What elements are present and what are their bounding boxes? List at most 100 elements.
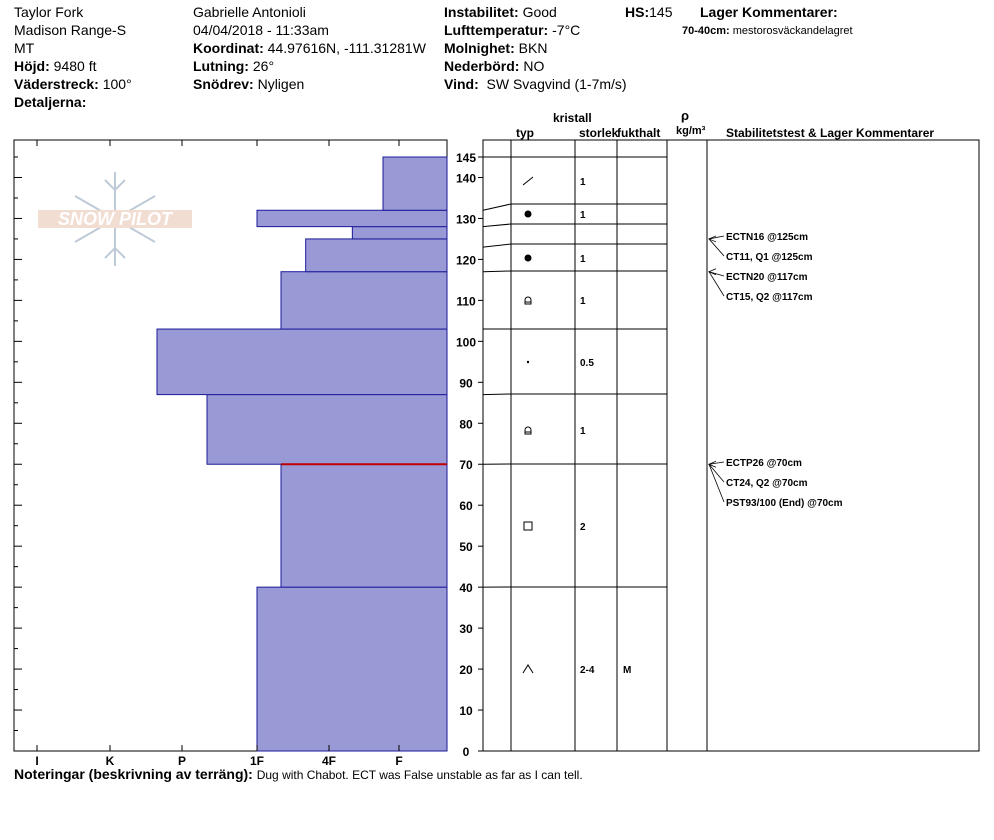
aspect: Väderstreck: 100° [14,75,132,93]
depth-tick-label: 90 [459,376,473,390]
melt-freeze-icon [524,210,532,218]
col-type: typ [516,126,534,140]
layer-comment-depth: 70-40cm: [682,25,730,37]
test-arrow [708,271,725,297]
col-crystal: kristall [553,111,592,125]
location: Taylor Fork [14,4,84,20]
stability-test-label: ECTP26 @70cm [726,458,802,469]
stability: Instabilitet: Good [444,3,627,21]
stability-test-label: PST93/100 (End) @70cm [726,498,843,509]
depth-tick-label: 20 [459,663,473,677]
col-density: kg/m³ [676,125,706,137]
sky-label: Molnighet: [444,40,515,56]
col-size: storlek [579,126,619,140]
air-temp: Lufttemperatur: -7°C [444,21,627,39]
depth-tick-label: 30 [459,622,473,636]
datetime: 04/04/2018 - 11:33am [193,22,329,38]
layer-connector [482,393,512,396]
stability-tests: ECTN16 @125cm CT11, Q1 @125cm ECTN20 @117c… [707,232,843,509]
test-arrow [708,461,725,465]
left-ticks [14,156,22,752]
slope: Lutning: 26° [193,57,426,75]
header-left: Taylor Fork Madison Range-S MT Höjd: 948… [14,3,132,111]
depth-tick-label: 0 [463,745,470,759]
logo-band [38,210,192,228]
hardness-bar [256,209,448,228]
elevation-value: 9480 ft [53,58,97,74]
hardness-bar [305,238,448,273]
test-arrow [708,238,725,257]
arrow-head-icon [707,268,717,276]
details-label: Detaljerna: [14,94,87,110]
depth-hoar-icon [522,664,534,674]
col-moisture: fukthalt [617,126,660,140]
hs: HS:145 [625,3,672,21]
depth-tick-label: 100 [456,335,476,349]
layer-comment: 70-40cm: mestorosväckandelagret [682,22,853,40]
hardness-axis: I K P 1F 4F F [35,140,403,768]
header-middle: Gabrielle Antonioli 04/04/2018 - 11:33am… [193,3,426,93]
aspect-value: 100° [102,76,132,92]
stability-label: Instabilitet: [444,4,519,20]
depth-tick-label: 145 [456,151,476,165]
hardness-tick-label: F [395,754,402,768]
slope-value: 26° [252,58,275,74]
wind-loading-value: Nyligen [257,76,305,92]
hardness-tick-label: K [106,754,115,768]
sky: Molnighet: BKN [444,39,627,57]
layer-comment-text: mestorosväckandelagret [732,25,853,37]
stability-test-label: CT15, Q2 @117cm [726,292,813,303]
decomposing-icon [522,176,534,186]
coord-label: Koordinat: [193,40,264,56]
snowpilot-logo: SNOW PILOT [38,172,192,266]
crystal-moisture: M [623,665,631,676]
depth-tick-label: 40 [459,581,473,595]
stability-test-label: CT11, Q1 @125cm [726,252,813,263]
hardness-tick-label: P [178,754,186,768]
melt-freeze-icon [524,254,532,262]
stability-test-label: CT24, Q2 @70cm [726,478,808,489]
layer-connector [482,223,512,228]
stability-test-label: ECTN16 @125cm [726,232,808,243]
state: MT [14,40,35,56]
hardness-bar [280,463,448,588]
aspect-label: Väderstreck: [14,76,99,92]
arrow-head-icon [707,235,717,243]
hardness-bar [256,586,448,752]
layer-connector [482,270,512,273]
col-rho: ρ [681,108,689,123]
layer-boundary-lines [482,156,667,588]
hs-label: HS: [625,4,650,20]
hardness-bar [382,156,448,211]
wind-loading-label: Snödrev: [193,76,254,92]
test-arrow [708,235,725,240]
hardness-bars [156,156,448,752]
hardness-bar [156,328,448,396]
table-column-lines [510,140,708,751]
coordinates: Koordinat: 44.97616N, -111.31281W [193,39,426,57]
faceted-icon [523,521,533,531]
stability-value: Good [522,4,557,20]
depth-tick-label: 130 [456,212,476,226]
rounding-faceted-icon [524,426,532,435]
col-stability: Stabilitetstest & Lager Kommentarer [726,126,934,140]
depth-tick-label: 10 [459,704,473,718]
slope-label: Lutning: [193,58,249,74]
crystal-size: 2-4 [580,665,595,676]
depth-tick-label: 60 [459,499,473,513]
layer-comments-title: Lager Kommentarer: [700,4,838,20]
notes-text: Dug with Chabot. ECT was False unstable … [256,768,583,782]
crystal-size: 2 [580,522,586,533]
layer-connector [482,203,512,211]
hardness-tick-label: 1F [250,754,264,768]
crystal-size: 1 [580,177,586,188]
depth-tick-label: 110 [456,294,476,308]
crystal-size: 0.5 [580,358,594,369]
wind-loading: Snödrev: Nyligen [193,75,426,93]
sky-value: BKN [518,40,548,56]
notes-label: Noteringar (beskrivning av terräng): [14,766,253,782]
depth-tick-label: 120 [456,253,476,267]
details: Detaljerna: [14,93,132,111]
air-temp-label: Lufttemperatur: [444,22,549,38]
